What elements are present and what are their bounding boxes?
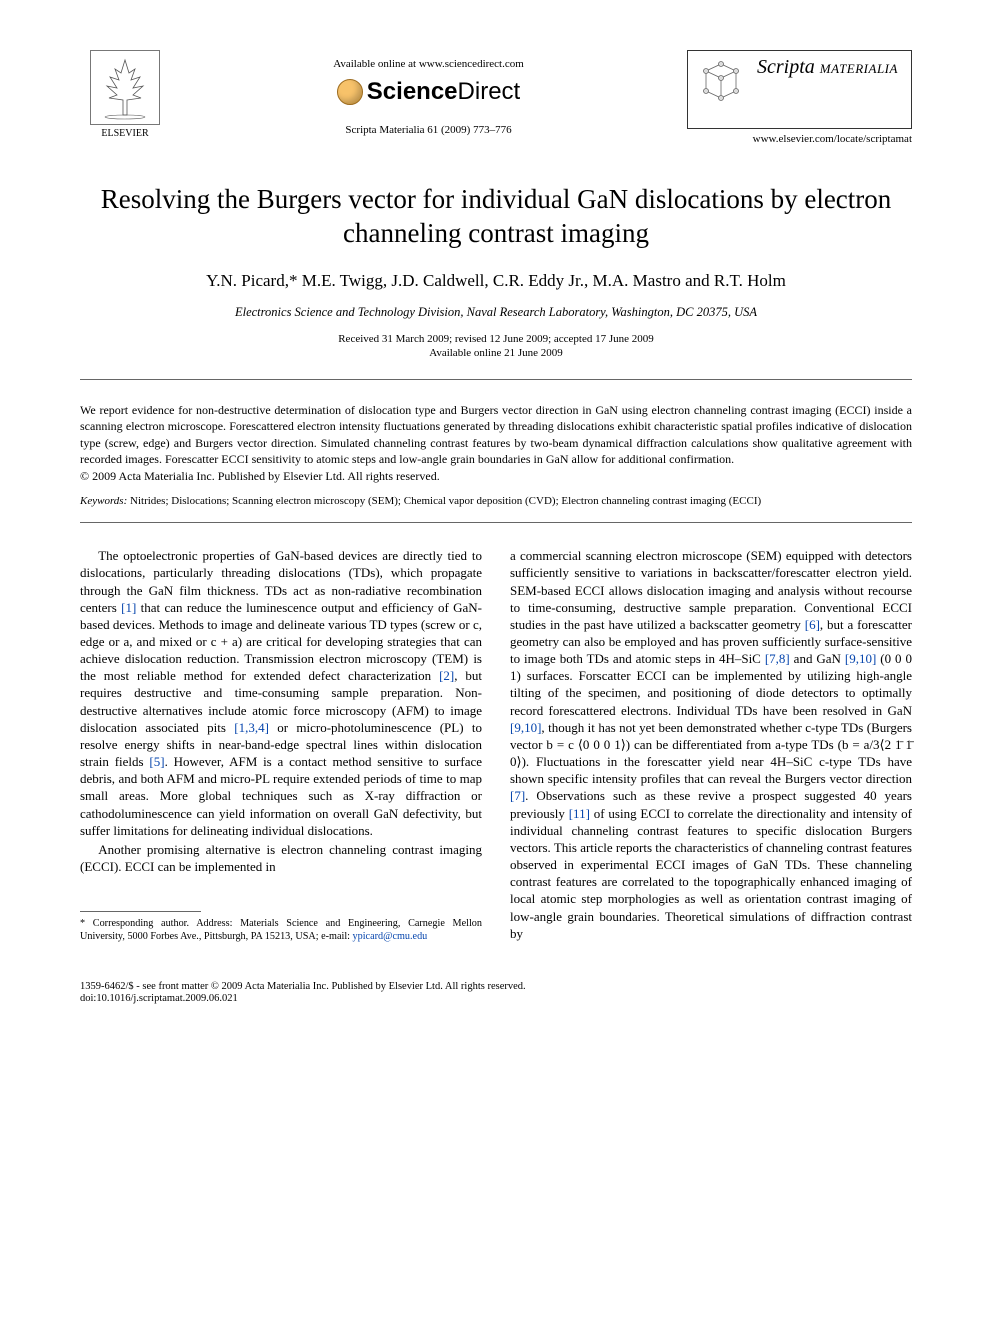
citation-link[interactable]: [5] [149,754,164,769]
citation-link[interactable]: [2] [439,668,454,683]
online-date: Available online 21 June 2009 [80,346,912,361]
corresponding-footnote: * Corresponding author. Address: Materia… [80,917,482,943]
body-paragraph: The optoelectronic properties of GaN-bas… [80,547,482,839]
affiliation: Electronics Science and Technology Divis… [80,305,912,320]
elsevier-logo: ELSEVIER [80,50,170,139]
citation-link[interactable]: [9,10] [510,720,541,735]
footnote-separator [80,911,201,912]
keywords-text: Nitrides; Dislocations; Scanning electro… [130,495,761,507]
keywords-label: Keywords: [80,495,127,507]
footer-doi: doi:10.1016/j.scriptamat.2009.06.021 [80,993,912,1004]
sciencedirect-dir: Direct [458,78,521,105]
body-columns: The optoelectronic properties of GaN-bas… [80,547,912,944]
footer-copyright: 1359-6462/$ - see front matter © 2009 Ac… [80,980,912,994]
received-date: Received 31 March 2009; revised 12 June … [80,332,912,347]
elsevier-tree-icon [90,50,160,125]
journal-title-box: Scripta MATERIALIA [687,50,912,129]
journal-scripta: Scripta [757,56,815,78]
citation-link[interactable]: [9,10] [845,651,876,666]
sciencedirect-globe-icon [337,79,363,105]
abstract-copyright: © 2009 Acta Materialia Inc. Published by… [80,469,912,484]
available-online-text: Available online at www.sciencedirect.co… [170,58,687,70]
journal-materialia: MATERIALIA [820,61,898,76]
abstract-text: We report evidence for non-destructive d… [80,402,912,467]
citation-link[interactable]: [1] [121,600,136,615]
right-column: a commercial scanning electron microscop… [510,547,912,944]
citation-link[interactable]: [7] [510,788,525,803]
center-header: Available online at www.sciencedirect.co… [170,50,687,136]
scripta-cube-icon [696,56,751,106]
article-title: Resolving the Burgers vector for individ… [80,183,912,251]
citation-link[interactable]: [7,8] [765,651,790,666]
sciencedirect-logo: ScienceDirect [337,78,520,106]
article-dates: Received 31 March 2009; revised 12 June … [80,332,912,381]
corresponding-email-link[interactable]: ypicard@cmu.edu [353,931,428,942]
keywords: Keywords: Nitrides; Dislocations; Scanni… [80,494,912,523]
author-list: Y.N. Picard,* M.E. Twigg, J.D. Caldwell,… [80,271,912,291]
citation-link[interactable]: [11] [569,806,590,821]
citation-link[interactable]: [6] [805,617,820,632]
body-paragraph: a commercial scanning electron microscop… [510,547,912,942]
body-paragraph: Another promising alternative is electro… [80,841,482,875]
elsevier-label: ELSEVIER [101,128,148,139]
left-column: The optoelectronic properties of GaN-bas… [80,547,482,944]
citation-link[interactable]: [1,3,4] [234,720,269,735]
sciencedirect-sci: Science [367,78,458,105]
journal-vol-page: Scripta Materialia 61 (2009) 773–776 [170,124,687,136]
journal-header: ELSEVIER Available online at www.science… [80,50,912,175]
locate-url: www.elsevier.com/locate/scriptamat [687,133,912,145]
